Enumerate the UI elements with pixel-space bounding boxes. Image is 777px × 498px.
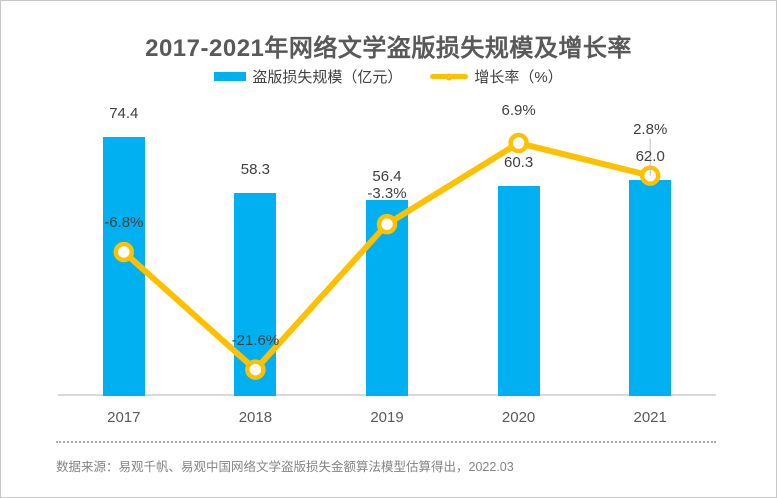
dotted-divider	[56, 441, 716, 443]
growth-label-2019: -3.3%	[367, 185, 407, 203]
bar-2020	[497, 186, 540, 396]
growth-label-2018: -21.6%	[231, 331, 280, 349]
x-axis-label-2020: 2020	[501, 409, 536, 426]
legend-label: 增长率（%）	[474, 69, 563, 86]
bar-series-swatch-icon	[214, 72, 247, 81]
growth-label-2020: 6.9%	[501, 102, 536, 120]
x-axis-label-2018: 2018	[238, 409, 273, 426]
bar-value-label-2017: 74.4	[109, 105, 139, 122]
x-axis-label-2021: 2021	[633, 409, 667, 426]
bar-2017	[102, 137, 145, 396]
legend-label: 盗版损失规模（亿元）	[252, 69, 403, 86]
line-marker-2020	[508, 132, 529, 154]
bar-value-label-2021: 62.0	[635, 148, 665, 166]
line-series-swatch-icon	[430, 71, 469, 82]
bar-value-label-2020: 60.3	[503, 154, 534, 172]
bar-2021	[629, 180, 672, 396]
bar-value-label-2019: 56.4	[372, 167, 402, 185]
legend: 盗版损失规模（亿元） 增长率（%）	[1, 66, 776, 87]
bar-2019	[366, 199, 408, 396]
growth-label-2017: -6.8%	[104, 213, 144, 231]
growth-label-2021: 2.8%	[633, 120, 668, 138]
legend-item-growth-rate: 增长率（%）	[430, 66, 563, 87]
chart-title: 2017-2021年网络文学盗版损失规模及增长率	[145, 35, 632, 62]
legend-item-piracy-loss: 盗版损失规模（亿元）	[214, 66, 402, 87]
x-axis-label-2019: 2019	[370, 409, 404, 426]
bar-2018	[234, 193, 277, 396]
bar-value-label-2018: 58.3	[240, 161, 270, 179]
x-axis-label-2017: 2017	[107, 409, 141, 426]
data-source-note: 数据来源：易观千帆、易观中国网络文学盗版损失金额算法模型估算得出，2022.03	[56, 460, 514, 474]
